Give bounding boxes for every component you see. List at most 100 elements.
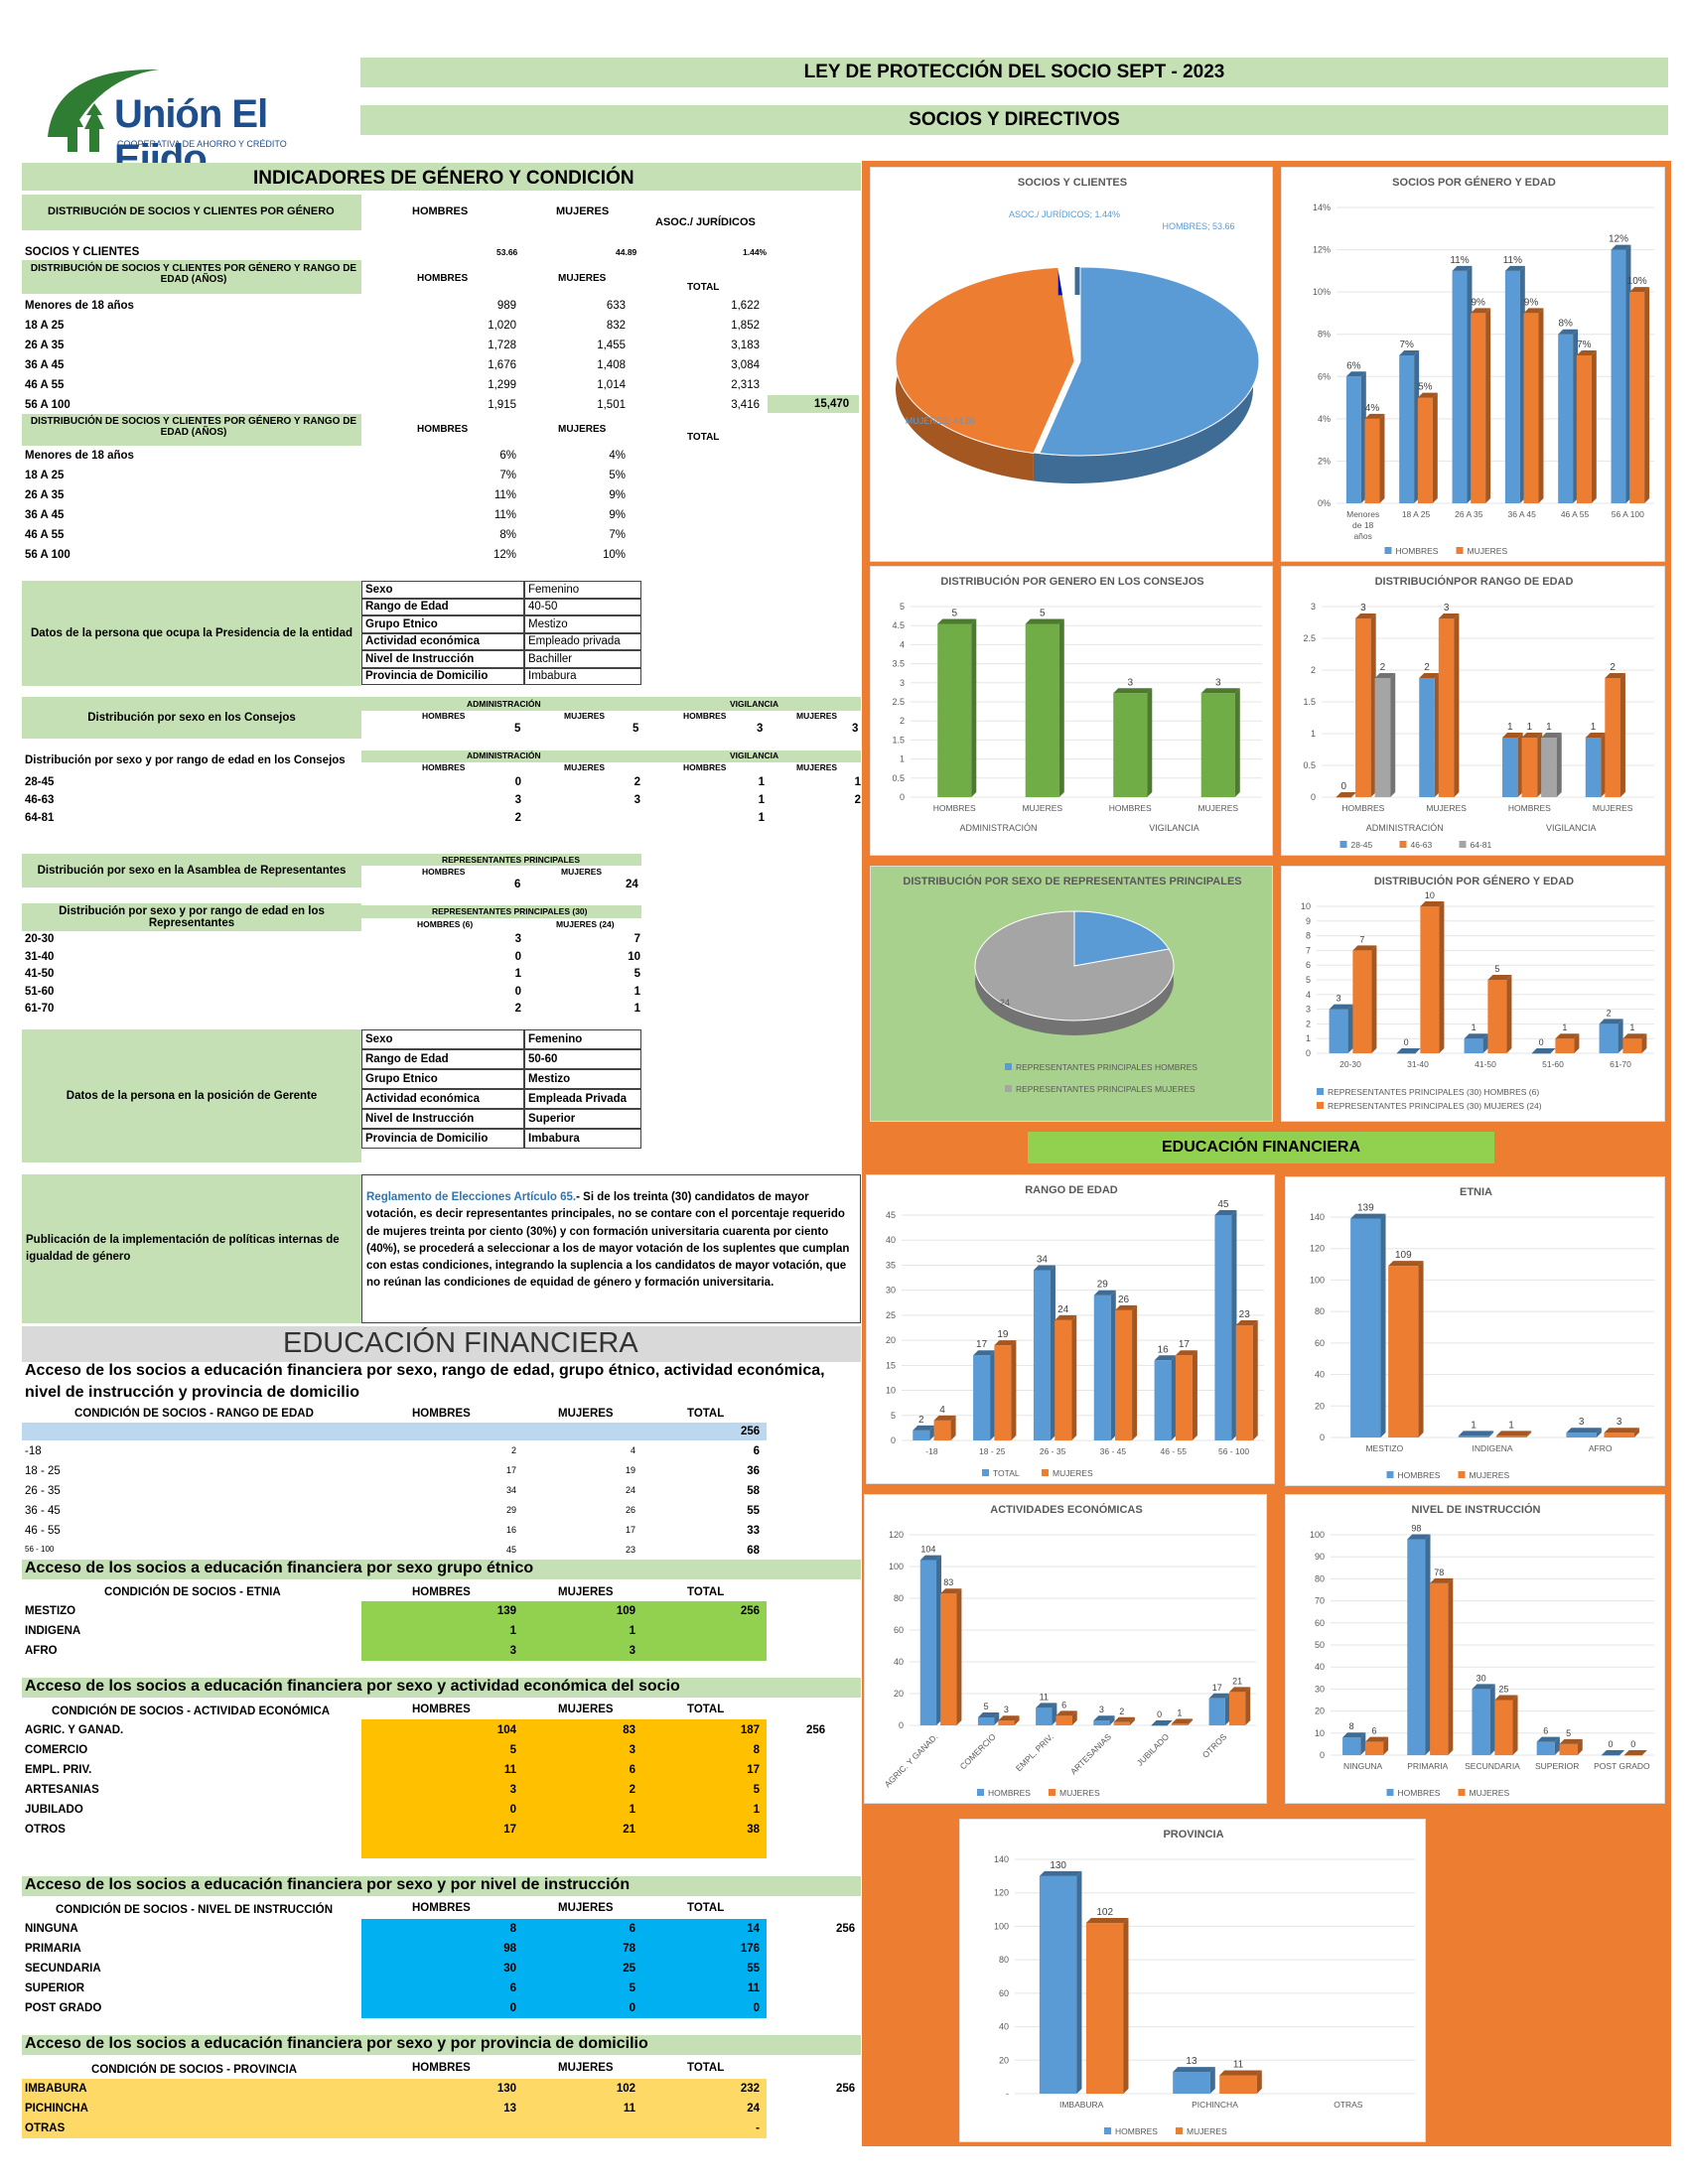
bar xyxy=(1566,1433,1597,1437)
bar xyxy=(1452,270,1468,503)
edu-acceso: Acceso de los socios a educación financi… xyxy=(25,1362,825,1401)
bar xyxy=(933,1420,951,1440)
bar-side xyxy=(1633,1428,1639,1437)
edu-row-m: 3 xyxy=(629,1744,635,1756)
info-key: Nivel de Instrucción xyxy=(361,1109,524,1129)
chart-title: ACTIVIDADES ECONÓMICAS xyxy=(990,1503,1142,1516)
data-label: 5 xyxy=(1566,1728,1571,1738)
edu-banner: EDUCACIÓN FINANCIERA xyxy=(1028,1132,1494,1163)
x-tick-label: 46 A 55 xyxy=(1561,509,1590,519)
x-tick-label: AGRIC. Y GANAD. xyxy=(883,1731,940,1789)
bar-top xyxy=(1566,1428,1602,1433)
y-tick-label: 60 xyxy=(1315,1338,1325,1348)
bar xyxy=(1438,618,1455,797)
bar xyxy=(1399,355,1415,503)
y-tick-label: 2 xyxy=(1311,665,1316,675)
y-tick-label: 1 xyxy=(1306,1033,1311,1043)
data-label: 3 xyxy=(1004,1705,1009,1714)
edu-row-t: 176 xyxy=(740,1943,760,1955)
edu-row-label: -18 xyxy=(25,1445,42,1457)
x-tick-label: 20-30 xyxy=(1339,1059,1361,1069)
politicas-link[interactable]: Reglamento de Elecciones Artículo 65. xyxy=(366,1191,577,1203)
chart-title: PROVINCIA xyxy=(1163,1829,1223,1841)
legend-label: 46-63 xyxy=(1411,840,1433,850)
bar-side xyxy=(1619,673,1625,797)
bar-side xyxy=(936,1555,942,1725)
bar xyxy=(1495,1435,1527,1437)
act-total: 256 xyxy=(806,1724,826,1736)
y-tick-label: 40 xyxy=(1315,1662,1325,1672)
edu-row-t: 36 xyxy=(747,1465,760,1477)
bar-top xyxy=(937,618,977,624)
rango-row-t: 1,622 xyxy=(731,300,760,312)
info-key: Provincia de Domicilio xyxy=(361,667,524,685)
data-label: 0 xyxy=(1539,1037,1544,1047)
bar xyxy=(1555,1038,1575,1053)
edu-row-label: INDIGENA xyxy=(25,1625,81,1637)
y-tick-label: 3 xyxy=(1311,602,1316,612)
prov-m: MUJERES xyxy=(558,2062,614,2074)
data-label: 98 xyxy=(1411,1523,1421,1533)
edu-row-m: 2 xyxy=(629,1784,635,1796)
niv-total: 256 xyxy=(836,1923,856,1935)
edu-row-m: 11 xyxy=(623,2103,635,2115)
edu-row-m: 83 xyxy=(623,1724,635,1736)
info-key: Grupo Etnico xyxy=(361,1069,524,1089)
legend-swatch xyxy=(1459,841,1467,848)
edu-row-h: 5 xyxy=(509,1744,516,1756)
bar-top xyxy=(1487,975,1512,980)
bar-top xyxy=(1228,1687,1251,1693)
data-label: 7% xyxy=(1399,340,1414,350)
y-tick-label: 90 xyxy=(1315,1552,1325,1562)
bar xyxy=(1558,334,1574,503)
bar-side xyxy=(1071,1314,1077,1440)
bar-top xyxy=(1420,901,1445,906)
data-label: 17 xyxy=(976,1339,988,1350)
edu-row-t: 55 xyxy=(747,1963,760,1975)
presidencia-label-cell: Datos de la persona que ocupa la Preside… xyxy=(22,581,361,686)
data-label: 26 xyxy=(1118,1295,1130,1305)
y-tick-label: 20 xyxy=(999,2055,1009,2065)
edu-row-t: 11 xyxy=(747,1982,760,1994)
niv-fill xyxy=(361,1919,767,2018)
bar-top xyxy=(1355,614,1376,618)
chart-title: NIVEL DE INSTRUCCIÓN xyxy=(1412,1503,1541,1516)
y-tick-label: 0 xyxy=(1306,1048,1311,1058)
edu-row-m: 0 xyxy=(629,2002,635,2014)
y-tick-label: 20 xyxy=(894,1689,904,1699)
bar-top xyxy=(1175,1350,1197,1356)
chart-representantes-edad: DISTRIBUCIÓN POR GÉNERO Y EDAD 0 1 2 3 4 5 6 7 8 9… xyxy=(1281,866,1665,1122)
bar-side xyxy=(1448,1577,1454,1755)
act-title: Acceso de los socios a educación financi… xyxy=(25,1678,680,1695)
asamblea-row-m: 5 xyxy=(633,968,640,980)
bar-top xyxy=(1219,2070,1262,2076)
edu-row-t: 55 xyxy=(747,1505,760,1517)
bar-top xyxy=(1559,1738,1583,1744)
y-tick-label: 120 xyxy=(994,1888,1009,1898)
info-key: Rango de Edad xyxy=(361,1049,524,1069)
bar-top xyxy=(1036,1703,1057,1708)
data-label: 11 xyxy=(1233,2059,1244,2070)
bar-top xyxy=(1585,733,1607,738)
pct-row-label: Menores de 18 años xyxy=(25,450,134,462)
bar-side xyxy=(1209,2067,1215,2094)
data-label: 9% xyxy=(1524,297,1539,308)
bar xyxy=(1464,1038,1483,1053)
edu-row-m: 102 xyxy=(616,2083,635,2095)
bar-top xyxy=(1214,1210,1237,1215)
consejos-v4: 3 xyxy=(852,723,859,735)
rango-row-label: Menores de 18 años xyxy=(25,300,134,312)
group-label: ADMINISTRACIÓN xyxy=(959,823,1037,833)
logo-subtitle: COOPERATIVA DE AHORRO Y CRÉDITO xyxy=(117,139,287,149)
bar-top xyxy=(998,1715,1020,1721)
bar xyxy=(1458,1435,1489,1437)
y-tick-label: 70 xyxy=(1315,1596,1325,1606)
y-tick-label: 100 xyxy=(994,1921,1009,1931)
y-tick-label: 35 xyxy=(886,1260,896,1270)
gerente-label-cell: Datos de la persona en la posición de Ge… xyxy=(22,1029,361,1162)
x-tick-label: SECUNDARIA xyxy=(1465,1761,1520,1771)
legend-label: HOMBRES xyxy=(1398,1470,1441,1480)
pct-row-m: 9% xyxy=(609,509,626,521)
etnia-title-bar xyxy=(22,1560,861,1579)
edu-row-label: AFRO xyxy=(25,1645,58,1657)
